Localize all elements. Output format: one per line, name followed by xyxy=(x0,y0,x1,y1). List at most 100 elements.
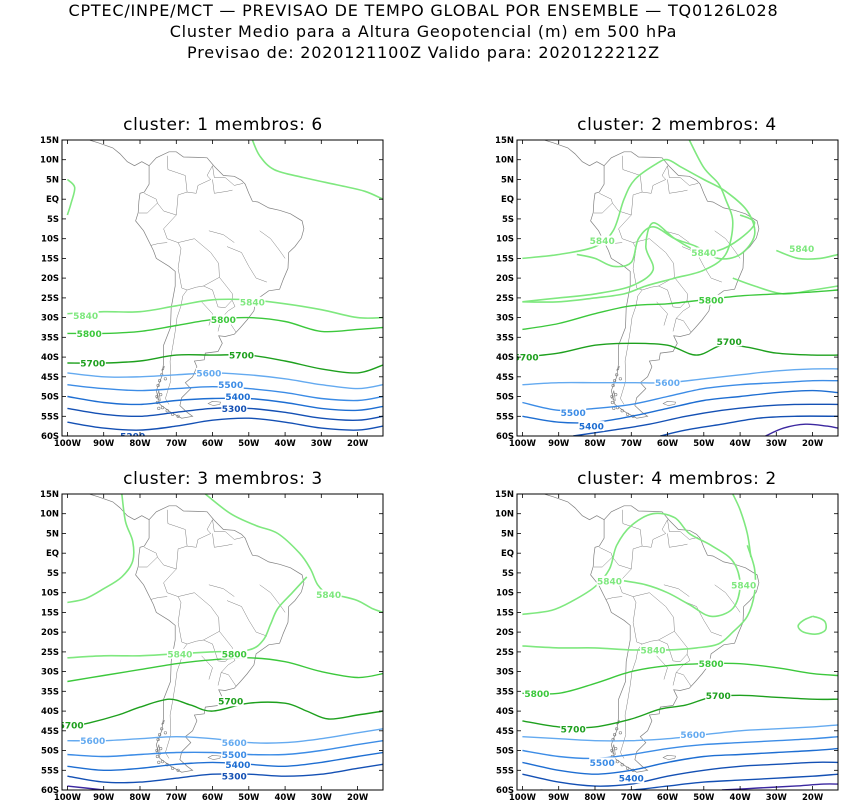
country-border xyxy=(656,655,668,680)
contour-5300b xyxy=(540,773,838,790)
island-dot xyxy=(163,377,167,381)
lon-label: 70W xyxy=(166,439,188,449)
country-border xyxy=(658,277,688,308)
country-border xyxy=(138,547,158,568)
island-coast xyxy=(616,365,620,371)
panel-title-1: cluster: 1 membros: 6 xyxy=(123,115,323,135)
contour-label: 5400 xyxy=(225,761,250,771)
contour-label: 5600 xyxy=(655,379,680,389)
contour-label: 5600 xyxy=(196,369,221,379)
lat-label: 45S xyxy=(496,727,514,737)
lat-label: 50S xyxy=(496,393,514,403)
lon-label: 20W xyxy=(802,439,824,449)
island-dot xyxy=(158,733,162,737)
lat-label: 15N xyxy=(40,136,59,146)
island-dot xyxy=(155,748,159,753)
contour-5840b xyxy=(522,214,756,303)
lat-label: 25S xyxy=(496,648,514,658)
contour-5840d xyxy=(797,615,827,635)
lon-label: 60W xyxy=(202,793,224,803)
contour-5400 xyxy=(522,747,838,775)
contour-5200 xyxy=(721,783,838,790)
lat-label: 60S xyxy=(41,786,59,796)
contour-label-bg xyxy=(221,648,248,659)
contour-label-bg xyxy=(716,336,743,347)
island-dot xyxy=(159,747,163,751)
contour-5840b xyxy=(66,178,76,216)
lon-label: 80W xyxy=(129,793,151,803)
island-dot xyxy=(615,727,619,731)
contour-label: 5840 xyxy=(597,577,622,587)
map-frame xyxy=(61,493,384,791)
lat-label: 45S xyxy=(496,373,514,383)
country-border xyxy=(178,592,220,645)
lon-label: 70W xyxy=(621,439,643,449)
country-border xyxy=(163,545,188,623)
lat-label: 10S xyxy=(496,589,514,599)
lat-label: 10S xyxy=(41,589,59,599)
country-border xyxy=(217,672,222,686)
country-border xyxy=(620,268,643,405)
contour-5840c xyxy=(251,140,383,200)
island-dot xyxy=(615,373,619,377)
country-border xyxy=(226,246,267,283)
country-border xyxy=(618,545,643,623)
lat-label: 40S xyxy=(496,707,514,717)
country-border xyxy=(208,584,235,597)
lon-label: 80W xyxy=(584,793,606,803)
lon-label: 90W xyxy=(93,793,115,803)
lat-label: 15N xyxy=(495,136,514,146)
lon-label: 60W xyxy=(657,793,679,803)
contour-label: 5600 xyxy=(80,737,105,747)
lat-label: 20S xyxy=(41,274,59,284)
panel-title-2: cluster: 2 membros: 4 xyxy=(577,115,777,135)
contour-label: 5700 xyxy=(706,692,731,702)
coastline-central-america xyxy=(544,140,605,167)
map-panel-4: 5840 5840 5840 5800 5800 5700 5700 5600 5500 5400… xyxy=(495,490,839,803)
lon-label: 70W xyxy=(166,793,188,803)
contour-label: 5800 xyxy=(699,660,724,670)
country-border xyxy=(663,230,690,243)
contour-label-bg xyxy=(788,243,815,254)
header-line-1: CPTEC/INPE/MCT — PREVISAO DE TEMPO GLOBA… xyxy=(68,1,779,20)
lat-label: 5S xyxy=(502,215,514,225)
country-border xyxy=(605,596,623,600)
lat-label: 20S xyxy=(496,628,514,638)
lon-label: 40W xyxy=(729,793,751,803)
lat-label: 10N xyxy=(40,156,59,166)
coastline-central-america xyxy=(89,140,150,167)
contour-label-bg xyxy=(679,729,706,740)
island-dot xyxy=(171,766,175,770)
contour-label: 5840 xyxy=(167,650,192,660)
lat-label: 50S xyxy=(41,747,59,757)
contour-label: 5400 xyxy=(619,775,644,785)
lon-label: 50W xyxy=(238,439,260,449)
lat-label: 10N xyxy=(495,156,514,166)
lat-label: 35S xyxy=(496,333,514,343)
contour-label: 5700 xyxy=(80,360,105,370)
contour-label-bg xyxy=(640,644,666,655)
country-border xyxy=(633,238,675,291)
contour-label-bg xyxy=(596,575,623,586)
map-panel-2: 5840 5840 5840 5800 5700 5700 5600 5500 5400 15N 1… xyxy=(495,136,839,449)
lat-label: 20S xyxy=(496,274,514,284)
country-border xyxy=(212,519,244,540)
contour-label: 5700 xyxy=(229,352,254,362)
island-dot xyxy=(176,768,180,772)
contour-label: 5840 xyxy=(789,245,814,255)
contour-5840 xyxy=(522,512,741,618)
lon-label: 30W xyxy=(766,793,788,803)
island-dot xyxy=(610,748,614,753)
lat-label: 20S xyxy=(41,628,59,638)
contour-label-bg xyxy=(210,314,237,325)
lat-label: 50S xyxy=(41,393,59,403)
island-coast xyxy=(207,400,221,406)
lon-label: 80W xyxy=(129,439,151,449)
country-border xyxy=(676,318,692,333)
lat-label: 5N xyxy=(501,530,514,540)
contour-label: 5500 xyxy=(590,759,615,769)
contour-label: 5200 xyxy=(120,433,145,443)
lon-label: 50W xyxy=(693,793,715,803)
lat-label: 10N xyxy=(40,510,59,520)
contour-label-bg xyxy=(76,328,103,339)
